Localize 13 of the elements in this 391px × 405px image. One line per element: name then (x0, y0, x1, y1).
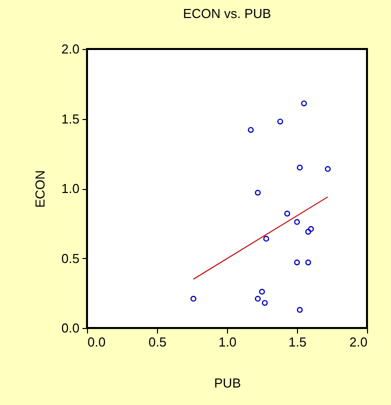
x-tick-label: 1.0 (218, 334, 237, 350)
y-tick-label: 0.0 (61, 320, 80, 336)
y-tick-label: 2.0 (61, 42, 80, 56)
x-axis-title: PUB (214, 376, 241, 390)
y-axis-title: ECON (32, 170, 48, 208)
y-tick-label: 1.5 (61, 111, 80, 126)
chart-title: ECON vs. PUB (182, 6, 272, 21)
x-tick-label: 0.5 (148, 334, 167, 350)
x-tick-label: 2.0 (349, 334, 368, 350)
y-tick-label: 1.0 (61, 181, 80, 196)
x-tick-label: 1.5 (288, 334, 307, 350)
y-tick-label: 0.5 (61, 250, 80, 266)
x-tick-label: 0.0 (88, 334, 106, 350)
